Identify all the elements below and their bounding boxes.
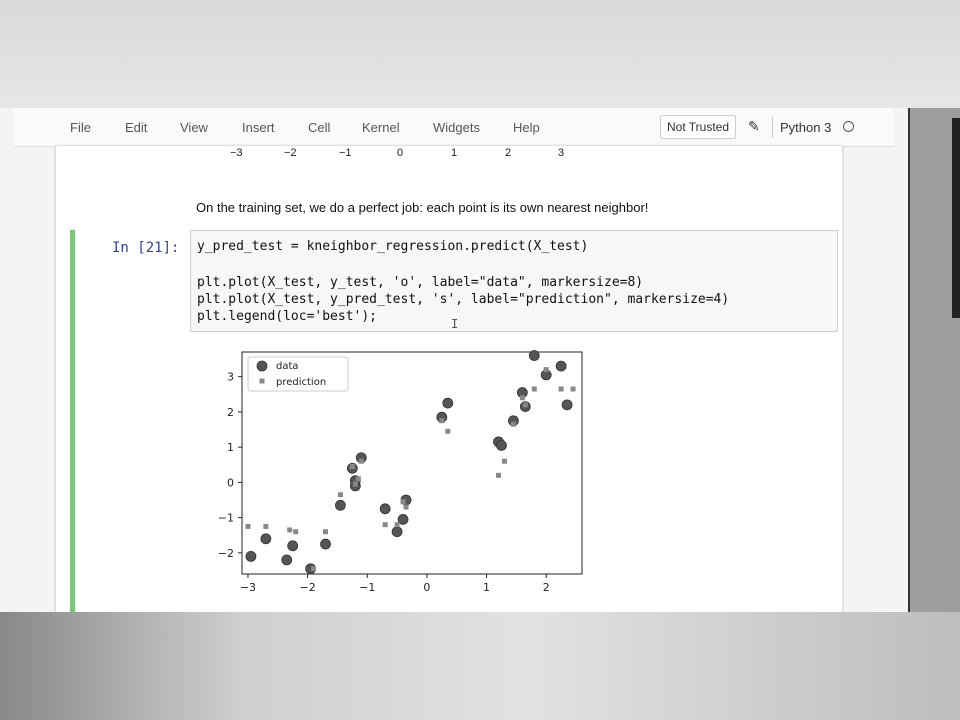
notebook-container: −3 −2 −1 0 1 2 3 On the training set, we… [56,146,842,612]
kernel-name: Python 3 [780,120,832,135]
code-line: plt.legend(loc='best'); [197,309,378,324]
prev-tick-label: −2 [284,147,297,159]
data-point [397,513,409,525]
prediction-point [522,402,528,408]
prediction-point [382,522,388,528]
cell-prompt: In [21]: [112,240,180,256]
legend-data-label: data [276,361,299,372]
data-point [561,399,573,411]
prediction-point [510,421,516,427]
data-point [496,439,507,451]
prediction-point [543,367,549,373]
data-point [379,503,391,515]
y-tick-label: 2 [227,406,234,419]
x-tick-label: 2 [543,581,550,594]
side-window-edge [952,118,960,318]
y-tick-label: −1 [218,512,234,525]
data-point [555,360,567,372]
menu-view[interactable]: View [180,120,208,135]
scatter-plot: −3 −2 −1 0 1 2 −2 −1 0 1 2 3 data prediction [218,350,583,594]
menu-widgets[interactable]: Widgets [433,120,480,135]
prediction-point [570,386,576,392]
prediction-point [349,464,355,470]
prediction-point [445,428,451,434]
prediction-point [355,476,361,482]
background-right [910,108,960,612]
prediction-point [531,386,537,392]
prediction-point [439,418,445,424]
markdown-cell-text[interactable]: On the training set, we do a perfect job… [196,200,649,215]
prev-tick-label: 0 [397,147,404,159]
selected-cell-indicator [70,230,75,612]
kernel-idle-circle-icon [843,121,854,132]
prediction-point [358,458,364,464]
menu-insert[interactable]: Insert [242,120,275,135]
prediction-point [337,492,343,498]
prev-tick-label: 2 [505,147,512,159]
menu-cell[interactable]: Cell [308,120,331,135]
prediction-point [352,481,358,487]
x-tick-label: 1 [483,581,490,594]
prediction-point [323,529,329,535]
prev-tick-label: 1 [451,147,458,159]
pencil-icon[interactable]: ✎ [748,118,760,134]
code-line: plt.plot(X_test, y_test, 'o', label="dat… [197,275,644,290]
legend-prediction-marker [259,378,265,384]
prediction-point [287,527,293,533]
y-tick-label: 3 [227,371,234,384]
prev-tick-label: 3 [558,147,565,159]
y-tick-label: 1 [227,441,234,454]
code-line: y_pred_test = kneighbor_regression.predi… [197,239,589,254]
background-bottom [0,612,960,720]
y-tick-label: −2 [218,547,234,560]
prediction-point [293,529,299,535]
window-border [908,108,910,612]
menu-file[interactable]: File [70,120,91,135]
kernel-separator [772,116,773,138]
prediction-point [400,499,406,505]
previous-plot-x-ticks: −3 −2 −1 0 1 2 3 [56,146,842,162]
prediction-point [245,523,251,529]
menu-edit[interactable]: Edit [125,120,148,135]
code-line: plt.plot(X_test, y_pred_test, 's', label… [197,292,730,307]
prev-tick-label: −1 [339,147,352,159]
menu-kernel[interactable]: Kernel [362,120,400,135]
background-top [0,0,960,108]
y-tick-label: 0 [227,476,234,489]
prediction-point [495,472,501,478]
x-tick-label: −1 [359,581,375,594]
prediction-point [558,386,564,392]
prediction-point [501,458,507,464]
prev-tick-label: −3 [230,147,243,159]
legend-data-marker [256,360,268,372]
text-cursor-icon: I [451,317,459,331]
data-point [260,533,272,545]
prediction-point [394,522,400,528]
data-point [245,550,257,562]
data-point [442,397,454,409]
browser-window: File Edit View Insert Cell Kernel Widget… [0,108,910,612]
menu-help[interactable]: Help [513,120,540,135]
data-point [320,538,331,550]
prediction-point [263,523,269,529]
not-trusted-button[interactable]: Not Trusted [660,115,737,139]
x-tick-label: 0 [423,581,430,594]
data-point [281,554,293,566]
x-tick-label: −2 [300,581,316,594]
legend-prediction-label: prediction [276,377,326,388]
code-editor[interactable]: y_pred_test = kneighbor_regression.predi… [190,230,838,332]
data-point [391,526,403,538]
x-tick-label: −3 [240,581,256,594]
legend-box [247,356,349,392]
menubar: File Edit View Insert Cell Kernel Widget… [14,108,894,147]
data-point [287,540,299,552]
data-point [528,350,540,361]
prediction-point [311,566,317,572]
data-point [335,499,346,511]
prediction-point [403,504,409,510]
prediction-point [519,395,525,401]
